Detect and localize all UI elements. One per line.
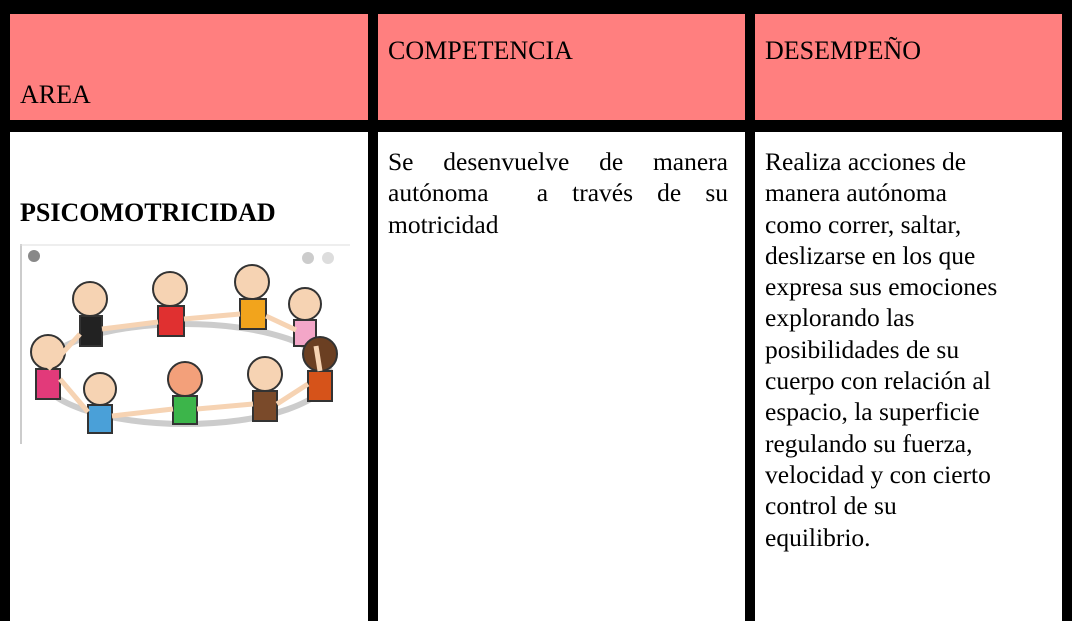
- text-line: expresa sus emociones: [765, 272, 998, 302]
- text-line: velocidad y con cierto: [765, 459, 991, 489]
- competencia-text: Se desenvuelve de manera autónoma a travé…: [388, 146, 728, 240]
- text-line: control de su: [765, 491, 897, 521]
- header-text: DESEMPEÑO: [765, 36, 922, 65]
- text-line: como correr, saltar,: [765, 209, 962, 239]
- text-line: posibilidades de su: [765, 334, 960, 364]
- text-line: regulando su fuerza,: [765, 428, 973, 458]
- text-line: manera autónoma: [765, 178, 947, 208]
- body-cell: Se desenvuelve de manera autónoma a travé…: [378, 132, 745, 621]
- text-line: deslizarse en los que: [765, 240, 976, 270]
- text-line: cuerpo con relación al: [765, 366, 991, 396]
- text-line: equilibrio.: [765, 522, 871, 552]
- header-text: COMPETENCIA: [388, 36, 573, 65]
- desempeno-text: Realiza acciones de manera autónoma como c…: [765, 146, 1060, 553]
- text-line: Realiza acciones de: [765, 147, 967, 176]
- text-line: Se desenvuelve de manera: [388, 147, 728, 176]
- text-line: espacio, la superficie: [765, 397, 980, 427]
- body-cell: PSICOMOTRICIDAD: [10, 132, 368, 621]
- header-cell: COMPETENCIA: [378, 14, 745, 120]
- body-cell: Realiza acciones de manera autónoma como c…: [755, 132, 1062, 621]
- header-text: AREA: [20, 80, 91, 109]
- children-illustration: [20, 244, 350, 444]
- area-text: PSICOMOTRICIDAD: [20, 198, 276, 227]
- text-line: autónoma a través de su: [388, 178, 728, 208]
- text-line: explorando las: [765, 303, 915, 333]
- text-line: motricidad: [388, 209, 499, 239]
- header-cell: AREA: [10, 14, 368, 120]
- header-cell: DESEMPEÑO: [755, 14, 1062, 120]
